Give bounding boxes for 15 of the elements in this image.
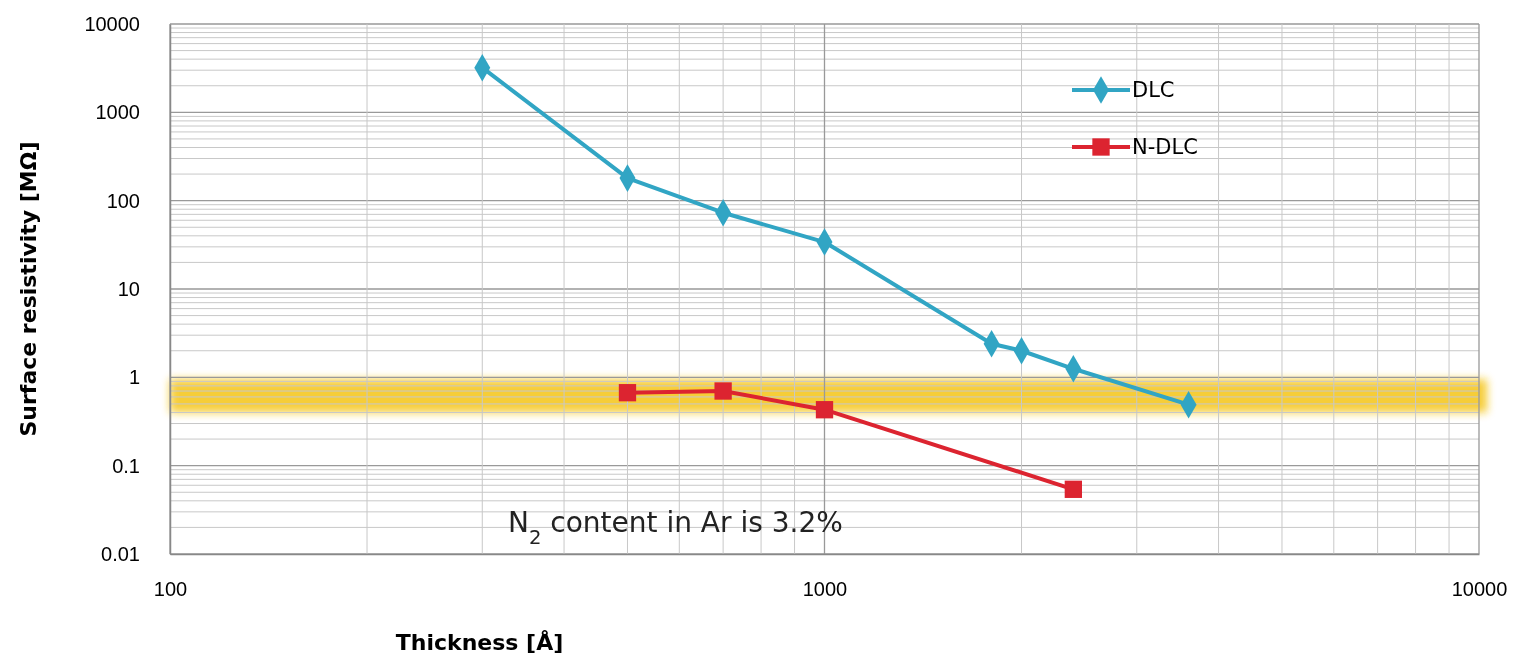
legend-label: N-DLC bbox=[1132, 135, 1198, 159]
annotation: N$_{2}$ content in Ar is 3.2% bbox=[508, 506, 843, 549]
y-tick-label: 0.1 bbox=[112, 454, 140, 477]
y-tick-label: 10000 bbox=[84, 12, 140, 35]
y-tick-label: 1 bbox=[128, 366, 140, 389]
x-tick-label: 100 bbox=[153, 578, 188, 601]
y-axis-title: Surface resistivity [MΩ] bbox=[16, 141, 41, 437]
y-tick-label: 0.01 bbox=[101, 542, 140, 565]
y-tick-label: 100 bbox=[106, 189, 140, 212]
y-tick-label: 10 bbox=[117, 277, 140, 300]
x-tick-label: 10000 bbox=[1451, 578, 1508, 601]
legend-label: DLC bbox=[1132, 78, 1175, 102]
x-axis-title: Thickness [Å] bbox=[395, 630, 564, 655]
y-tick-label: 1000 bbox=[95, 101, 140, 124]
x-tick-label: 1000 bbox=[802, 578, 848, 601]
